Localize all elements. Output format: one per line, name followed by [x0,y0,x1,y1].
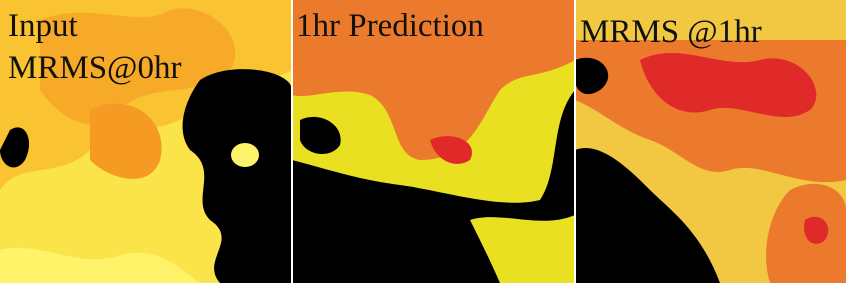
panel-label: Input [8,8,78,44]
panel-label: MRMS @1hr [580,14,762,50]
figure: Input MRMS@0hr 1hr Prediction MRMS @1hr [0,0,846,283]
panel-label: MRMS@0hr [8,50,181,86]
panel-label: 1hr Prediction [296,8,484,44]
